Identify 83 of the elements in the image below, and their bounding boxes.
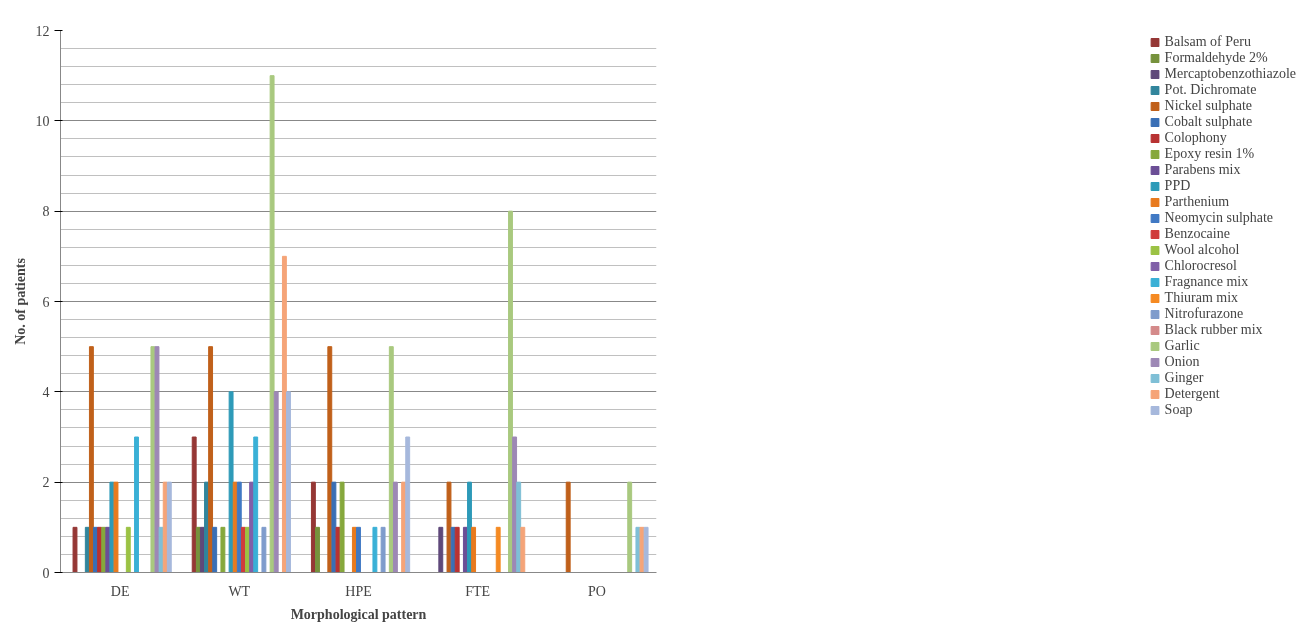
x-tick-label: FTE: [465, 583, 491, 599]
y-tick-label: 4: [42, 384, 50, 400]
bar: [228, 391, 234, 573]
y-tick-label: 12: [35, 23, 50, 39]
bar: [310, 481, 316, 573]
y-tick-label: 0: [42, 565, 50, 581]
bar: [220, 526, 226, 573]
legend-label: Ginger: [1164, 370, 1204, 386]
x-axis-title: Morphological pattern: [290, 606, 427, 622]
legend-label: Soap: [1164, 402, 1193, 418]
bar: [154, 346, 160, 573]
bar: [191, 436, 197, 573]
x-tick-label: DE: [110, 583, 130, 599]
legend-label: Chlorocresol: [1164, 258, 1237, 274]
y-tick-label: 6: [42, 294, 50, 310]
legend-label: Fragnance mix: [1164, 274, 1249, 290]
bar: [639, 526, 645, 573]
legend-label: Mercaptobenzothiazole: [1164, 66, 1296, 82]
legend-label: Cobalt sulphate: [1164, 114, 1253, 130]
legend-label: Wool alcohol: [1164, 242, 1240, 258]
bar: [273, 391, 279, 573]
bar: [253, 436, 259, 573]
bar: [438, 526, 444, 573]
bar: [467, 481, 472, 573]
bar: [565, 481, 571, 573]
bar: [495, 526, 501, 573]
legend-label: Thiuram mix: [1164, 290, 1239, 306]
legend-label: Colophony: [1164, 130, 1227, 146]
bar: [392, 481, 398, 573]
legend-label: Garlic: [1164, 338, 1200, 354]
bar: [327, 346, 333, 573]
bar: [88, 346, 94, 573]
legend-label: Balsam of Peru: [1164, 34, 1251, 50]
bar: [356, 526, 361, 573]
bar: [166, 481, 172, 573]
legend-label: Epoxy resin 1%: [1164, 146, 1255, 162]
bar: [520, 526, 526, 573]
bar: [212, 526, 218, 573]
bar: [269, 75, 275, 573]
y-tick-label: 8: [42, 204, 50, 220]
legend-label: Pot. Dichromate: [1164, 82, 1257, 98]
bar: [72, 526, 78, 573]
legend-label: Nitrofurazone: [1164, 306, 1244, 322]
bar: [516, 481, 522, 573]
legend-label: Neomycin sulphate: [1164, 210, 1274, 226]
bar: [315, 526, 320, 573]
bar: [236, 481, 242, 573]
y-axis-title: No. of patients: [12, 257, 28, 345]
legend-label: Nickel sulphate: [1164, 98, 1253, 114]
bar: [113, 481, 119, 573]
bar: [281, 255, 287, 573]
x-tick-label: HPE: [345, 583, 372, 599]
legend-label: Black rubber mix: [1164, 322, 1263, 338]
bar: [388, 346, 394, 573]
bar: [134, 436, 139, 573]
legend-label: Parthenium: [1164, 194, 1230, 210]
x-tick-label: PO: [587, 583, 606, 599]
legend-label: Onion: [1164, 354, 1200, 370]
bar: [446, 481, 452, 573]
bar: [261, 526, 267, 573]
bar: [339, 481, 345, 573]
bar: [125, 526, 131, 573]
bar: [335, 526, 341, 573]
bar: [508, 210, 513, 573]
y-tick-label: 10: [35, 113, 50, 129]
legend-label: PPD: [1164, 178, 1191, 194]
bar: [627, 481, 633, 573]
y-tick-label: 2: [42, 475, 50, 491]
bar: [643, 526, 649, 573]
bar: [208, 346, 214, 573]
bar: [372, 526, 378, 573]
legend-label: Parabens mix: [1164, 162, 1241, 178]
legend-label: Detergent: [1164, 386, 1220, 402]
bar: [331, 481, 337, 573]
legend-label: Formaldehyde 2%: [1164, 50, 1268, 66]
x-tick-label: WT: [228, 583, 251, 599]
bar: [405, 436, 411, 573]
bar: [471, 526, 477, 573]
bar: [450, 526, 456, 573]
bar: [380, 526, 386, 573]
legend-label: Benzocaine: [1164, 226, 1230, 242]
bar: [454, 526, 460, 573]
bar: [286, 391, 291, 573]
